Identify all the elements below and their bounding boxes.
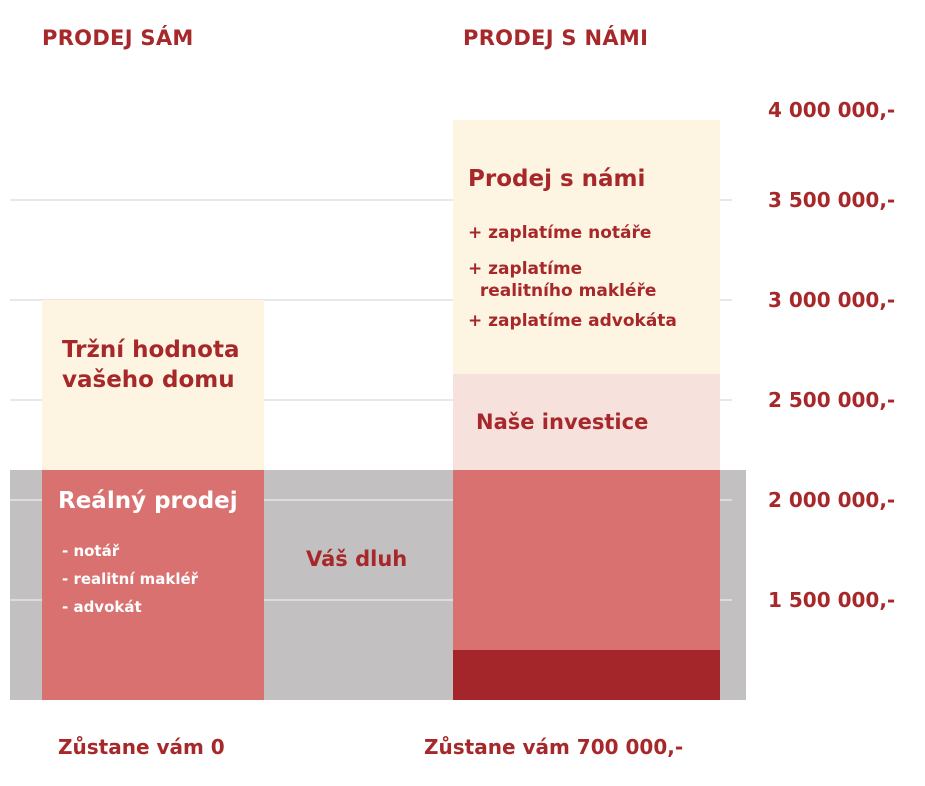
footer-remaining-left: Zůstane vám 0 xyxy=(58,735,225,759)
gridline xyxy=(10,499,732,501)
y-tick-label: 2 000 000,- xyxy=(768,488,896,512)
y-tick-label: 2 500 000,- xyxy=(768,388,896,412)
gridline xyxy=(10,199,732,201)
investment-label: Naše investice xyxy=(476,410,649,434)
debt-label: Váš dluh xyxy=(306,547,408,571)
heading-sell-with-us: PRODEJ S NÁMI xyxy=(463,26,649,50)
real-sale-title: Reálný prodej xyxy=(58,488,238,514)
real-sale-list: - notář - realitní makléř - advokát xyxy=(62,537,198,621)
y-tick-label: 3 000 000,- xyxy=(768,288,896,312)
y-tick-label: 3 500 000,- xyxy=(768,188,896,212)
list-item: + zaplatíme realitního makléře xyxy=(468,259,657,301)
gridline xyxy=(10,299,732,301)
bar-segment xyxy=(453,470,720,650)
list-item: + zaplatíme advokáta xyxy=(468,311,677,331)
market-value-label: Tržní hodnota vašeho domu xyxy=(62,337,240,393)
list-item: - realitní makléř xyxy=(62,570,199,588)
sell-with-us-title: Prodej s námi xyxy=(468,166,646,192)
y-tick-label: 4 000 000,- xyxy=(768,98,896,122)
bar-segment xyxy=(42,300,264,470)
gridline xyxy=(10,599,732,601)
bar-segment xyxy=(453,650,720,700)
footer-remaining-right: Zůstane vám 700 000,- xyxy=(424,735,684,759)
y-tick-label: 1 500 000,- xyxy=(768,588,896,612)
bar-segment xyxy=(453,120,720,374)
list-item: - advokát xyxy=(62,598,142,616)
heading-sell-alone: PRODEJ SÁM xyxy=(42,26,194,50)
bar-segment xyxy=(453,374,720,470)
list-item: + zaplatíme notáře xyxy=(468,223,652,243)
bar-segment xyxy=(42,470,264,700)
list-item: - notář xyxy=(62,542,120,560)
gridline xyxy=(10,399,732,401)
sell-with-us-list: + zaplatíme notáře + zaplatíme realitníh… xyxy=(468,222,677,332)
